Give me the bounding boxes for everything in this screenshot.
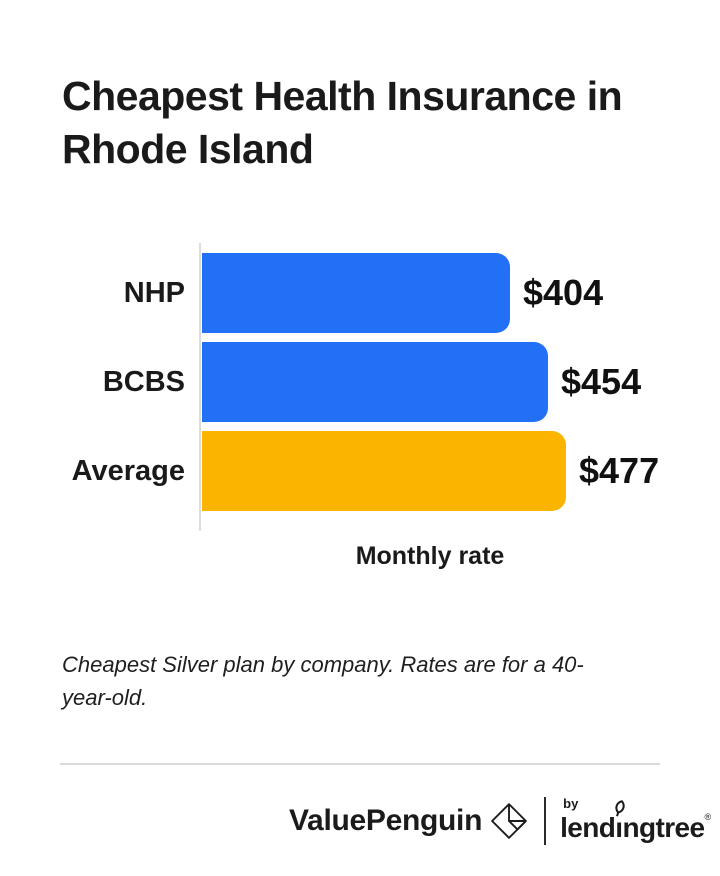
footnote-text: Cheapest Silver plan by company. Rates a… bbox=[62, 652, 584, 710]
page-title: Cheapest Health Insurance in Rhode Islan… bbox=[62, 73, 623, 172]
chart-row-nhp: NHP $404 bbox=[0, 253, 720, 333]
valuepenguin-wordmark: ValuePenguin bbox=[289, 804, 483, 837]
bar-chart: NHP $404 BCBS $454 Average $477 Monthly rate bbox=[0, 243, 720, 583]
value-label: $477 bbox=[579, 450, 660, 491]
bar bbox=[202, 253, 510, 333]
category-label: BCBS bbox=[102, 365, 185, 398]
lendingtree-text-i: ı bbox=[615, 812, 623, 843]
bar bbox=[202, 431, 566, 511]
bar bbox=[202, 342, 548, 422]
lendingtree-text-post: ngtree bbox=[622, 812, 705, 843]
lendingtree-by-label: by bbox=[563, 796, 579, 811]
value-label: $404 bbox=[523, 272, 604, 313]
y-axis-line bbox=[199, 243, 201, 531]
lendingtree-leaf-icon bbox=[615, 800, 625, 817]
footer-divider bbox=[60, 763, 660, 765]
registered-trademark: ® bbox=[704, 812, 711, 822]
valuepenguin-logo-icon bbox=[491, 803, 527, 839]
lendingtree-logo: by lendıngtree® bbox=[560, 796, 711, 844]
footer-separator bbox=[544, 797, 547, 845]
chart-row-average: Average $477 bbox=[0, 431, 720, 511]
value-label: $454 bbox=[561, 361, 642, 402]
category-label: Average bbox=[71, 454, 185, 487]
footer-brand-row: ValuePenguin by lendıngtree® bbox=[289, 795, 711, 847]
lendingtree-text-pre: lend bbox=[560, 812, 616, 843]
category-label: NHP bbox=[123, 276, 185, 309]
lendingtree-wordmark: lendıngtree® bbox=[560, 800, 711, 844]
chart-row-bcbs: BCBS $454 bbox=[0, 342, 720, 422]
x-axis-label: Monthly rate bbox=[355, 542, 505, 570]
